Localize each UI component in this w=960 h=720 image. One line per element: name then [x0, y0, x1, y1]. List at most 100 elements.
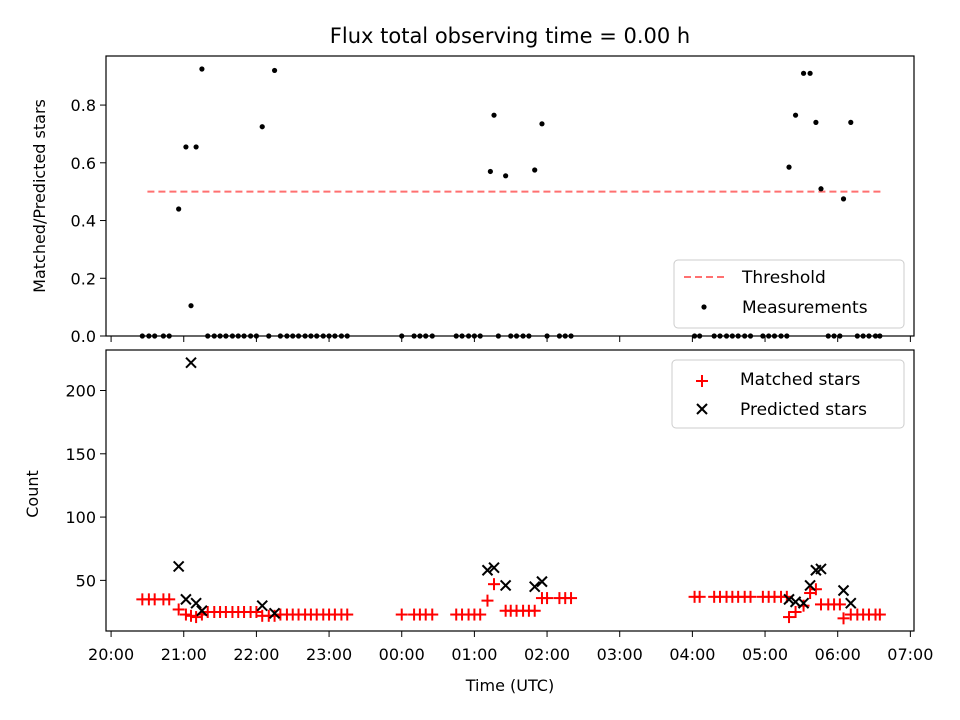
- measurement-point: [193, 144, 199, 150]
- bottom-plot-frame: [105, 349, 915, 632]
- bottom-x-tick-label: 05:00: [742, 645, 788, 664]
- measurement-point: [807, 70, 813, 76]
- bottom-plot: 50 100 150 200 20:00 21:00 22:00 23:00 00:00 01:0…: [23, 349, 933, 695]
- predicted-star-stroke-b: [196, 605, 208, 617]
- predicted-star-stroke-b: [180, 593, 192, 606]
- matched-star-point: [395, 608, 408, 621]
- matched-star-point: [179, 608, 192, 621]
- measurement-point: [176, 206, 182, 212]
- top-y-tick-label: 0.8: [71, 96, 96, 115]
- matched-star-point: [268, 609, 281, 622]
- predicted-star-stroke-b: [815, 563, 827, 575]
- measurement-point: [199, 66, 205, 72]
- top-legend: Threshold Measurements: [673, 259, 905, 329]
- measurement-point: [532, 167, 538, 173]
- measurement-point: [271, 67, 278, 74]
- predicted-star-stroke-b: [256, 599, 268, 612]
- measurement-point: [792, 112, 799, 118]
- matched-star-point: [833, 598, 846, 611]
- bottom-x-tick-label: 01:00: [451, 645, 497, 664]
- matched-star-point: [481, 594, 494, 607]
- matched-star-point: [172, 603, 185, 616]
- predicted-star-point: [837, 584, 850, 597]
- predicted-star-stroke-b: [804, 579, 816, 592]
- predicted-star-stroke-b: [845, 597, 857, 609]
- predicted-star-point: [783, 593, 795, 606]
- predicted-star-stroke-b: [837, 584, 850, 597]
- matched-star-point: [426, 608, 439, 621]
- predicted-star-point: [488, 562, 500, 574]
- matched-star-point: [341, 608, 354, 621]
- predicted-star-stroke-b: [797, 597, 810, 609]
- predicted-star-point: [256, 599, 268, 612]
- predicted-star-point: [268, 607, 281, 619]
- chart-title: Flux total observing time = 0.00 h: [330, 24, 690, 48]
- bottom-x-tick-label: 20:00: [88, 645, 134, 664]
- bottom-y-tick-label: 150: [65, 445, 96, 464]
- top-legend-box: [673, 259, 905, 329]
- predicted-star-point: [180, 593, 192, 606]
- predicted-legend-label: Predicted stars: [740, 400, 867, 420]
- matched-star-point: [693, 590, 706, 603]
- bottom-x-tick-label: 03:00: [597, 645, 643, 664]
- bottom-x-tick-label: 22:00: [233, 645, 279, 664]
- bottom-y-axis-label: Count: [23, 470, 42, 518]
- bottom-legend: Matched stars Predicted stars: [671, 359, 905, 429]
- predicted-star-stroke-b: [268, 607, 281, 619]
- predicted-star-point: [804, 579, 816, 592]
- bottom-x-tick-label: 00:00: [379, 645, 425, 664]
- predicted-star-point: [172, 560, 185, 573]
- bottom-x-tick-label: 07:00: [887, 645, 933, 664]
- measurement-point: [183, 144, 189, 150]
- bottom-y-tick-label: 200: [65, 382, 96, 401]
- predicted-star-stroke-b: [185, 356, 197, 369]
- matched-star-point: [809, 583, 822, 596]
- matched-star-point: [488, 578, 501, 591]
- measurement-point: [188, 303, 194, 309]
- matched-star-point: [783, 611, 796, 624]
- predicted-star-stroke-b: [190, 597, 202, 609]
- matched-star-point: [190, 611, 203, 624]
- matched-star-point: [789, 606, 802, 619]
- bottom-x-tick-label: 23:00: [306, 645, 352, 664]
- measurement-point: [786, 164, 792, 170]
- bottom-y-tick-label: 100: [65, 508, 96, 527]
- matched-legend-label: Matched stars: [740, 370, 860, 390]
- measurement-point: [800, 70, 807, 76]
- matched-star-point: [873, 608, 886, 621]
- top-plot-frame: [105, 55, 915, 337]
- predicted-star-point: [845, 597, 857, 609]
- measurement-point: [813, 119, 819, 125]
- matched-star-point: [837, 612, 850, 625]
- x-axis-label: Time (UTC): [465, 676, 554, 695]
- measurement-point: [848, 119, 854, 125]
- measurements-legend-label: Measurements: [742, 298, 868, 318]
- top-y-tick-label: 0.0: [71, 327, 96, 346]
- measurement-point: [818, 186, 824, 192]
- matched-star-point: [528, 604, 541, 617]
- predicted-star-stroke-b: [481, 564, 494, 576]
- matched-star-point: [565, 592, 578, 605]
- predicted-star-point: [196, 605, 208, 617]
- predicted-star-stroke-b: [528, 580, 541, 593]
- predicted-star-point: [797, 597, 810, 609]
- measurement-point: [539, 121, 545, 127]
- matched-star-point: [541, 592, 554, 605]
- predicted-star-point: [190, 597, 202, 609]
- top-plot: 0.00.20.40.60.8 Matched/Predicted stars …: [30, 55, 915, 346]
- matched-legend-marker: [696, 375, 708, 387]
- bottom-x-tick-label: 06:00: [815, 645, 861, 664]
- predicted-star-stroke-b: [488, 562, 500, 574]
- predicted-star-stroke-b: [783, 593, 795, 606]
- predicted-star-point: [536, 575, 548, 588]
- predicted-star-point: [528, 580, 541, 593]
- measurement-point: [491, 112, 497, 118]
- top-y-tick-label: 0.4: [71, 212, 96, 231]
- predicted-star-point: [815, 563, 827, 575]
- bottom-x-tick-label: 21:00: [161, 645, 207, 664]
- measurement-point: [259, 124, 265, 130]
- matched-star-point: [744, 590, 757, 603]
- threshold-legend-label: Threshold: [741, 268, 826, 288]
- top-y-tick-label: 0.2: [71, 269, 96, 288]
- measurements-legend-marker: [701, 304, 707, 310]
